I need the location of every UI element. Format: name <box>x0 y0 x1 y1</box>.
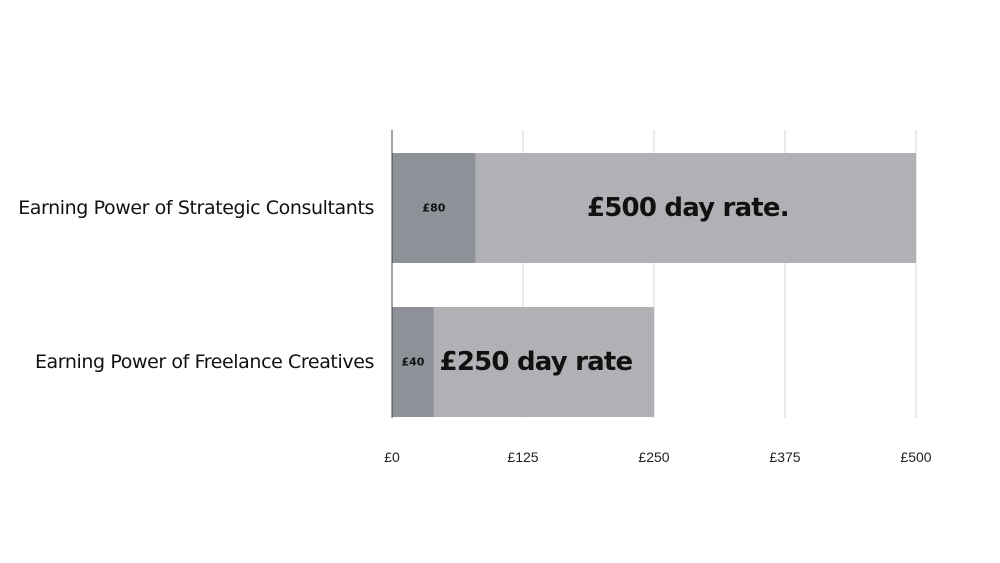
x-axis-ticks: £0 £125 £250 £375 £500 <box>384 449 932 465</box>
segment-value-label-1: £40 <box>401 356 424 369</box>
segment-value-label-0: £80 <box>422 202 445 215</box>
bar-1-segment-0 <box>392 307 434 417</box>
bar-0-segment-0 <box>392 153 476 263</box>
x-tick-label-0: £0 <box>384 449 400 465</box>
x-tick-label-2: £250 <box>638 449 669 465</box>
labels: £80 £500 day rate. Earning Power of Strate… <box>18 193 789 377</box>
bars <box>392 153 916 417</box>
bar-0-segment-1 <box>475 153 916 263</box>
x-tick-label-1: £125 <box>507 449 538 465</box>
category-label-0: Earning Power of Strategic Consultants <box>18 197 374 219</box>
bar-1-segment-1 <box>433 307 654 417</box>
category-label-1: Earning Power of Freelance Creatives <box>35 351 374 373</box>
bar-value-label-1: £250 day rate <box>440 347 633 377</box>
bar-value-label-0: £500 day rate. <box>587 193 789 223</box>
x-tick-label-4: £500 <box>900 449 931 465</box>
x-tick-label-3: £375 <box>769 449 800 465</box>
